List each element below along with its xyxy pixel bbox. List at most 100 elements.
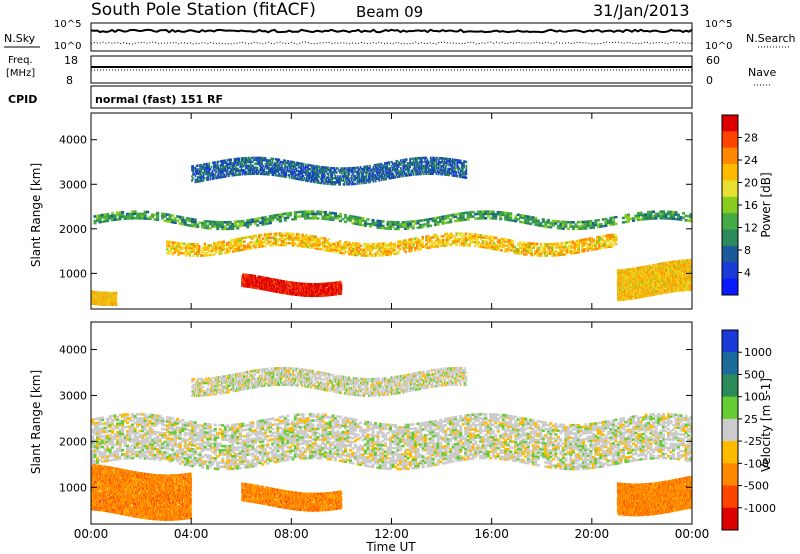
nsearch-label: N.Search: [746, 32, 796, 45]
heatmap-cell: [462, 241, 466, 245]
heatmap-cell: [203, 252, 207, 255]
heatmap-cell: [517, 244, 520, 248]
heatmap-cell: [584, 240, 588, 243]
heatmap-cell: [464, 234, 468, 237]
heatmap-cell: [255, 286, 257, 289]
heatmap-cell: [456, 161, 459, 164]
heatmap-cell: [272, 278, 275, 281]
heatmap-cell: [363, 254, 366, 257]
heatmap-cell: [376, 242, 379, 246]
heatmap-cell: [584, 222, 588, 226]
heatmap-cell: [498, 248, 502, 252]
heatmap-cell: [431, 162, 433, 166]
heatmap-cell: [261, 276, 264, 279]
heatmap-cell: [272, 283, 274, 287]
heatmap-cell: [454, 219, 458, 223]
heatmap-cell: [272, 167, 275, 171]
heatmap-cell: [425, 170, 428, 174]
heatmap-cell: [491, 210, 495, 214]
heatmap-cell: [290, 242, 293, 245]
heatmap-cell: [276, 168, 278, 171]
heatmap-cell: [216, 247, 220, 250]
heatmap-cell: [416, 219, 420, 223]
heatmap-cell: [327, 243, 331, 247]
heatmap-cell: [250, 281, 252, 285]
heatmap-cell: [206, 166, 208, 170]
heatmap-cell: [369, 176, 371, 180]
heatmap-cell: [273, 282, 275, 285]
heatmap-cell: [340, 290, 342, 293]
heatmap-cell: [232, 162, 235, 165]
heatmap-cell: [161, 214, 165, 218]
heatmap-cell: [305, 282, 307, 286]
heatmap-cell: [450, 160, 453, 163]
heatmap-cell: [396, 167, 399, 171]
nave-label: Nave: [748, 66, 776, 79]
heatmap-cell: [246, 223, 250, 227]
heatmap-cell: [335, 249, 338, 252]
heatmap-cell: [316, 284, 319, 288]
heatmap-cell: [569, 246, 573, 250]
heatmap-cell: [323, 182, 325, 185]
heatmap-cell: [289, 160, 292, 164]
heatmap-cell: [224, 167, 227, 170]
heatmap-cell: [301, 243, 304, 246]
heatmap-cell: [442, 234, 445, 238]
heatmap-cell: [506, 214, 510, 217]
heatmap-cell: [271, 157, 274, 161]
heatmap-cell: [297, 177, 300, 181]
heatmap-cell: [348, 181, 351, 184]
heatmap-cell: [240, 169, 243, 172]
heatmap-cell: [305, 173, 308, 176]
heatmap-cell: [286, 232, 289, 235]
heatmap-cell: [280, 236, 284, 239]
heatmap-cell: [251, 170, 254, 174]
heatmap-cell: [314, 241, 317, 244]
heatmap-cell: [390, 176, 393, 180]
heatmap-cell: [522, 241, 526, 245]
heatmap-cell: [564, 225, 568, 228]
heatmap-cell: [449, 160, 452, 163]
heatmap-cell: [592, 240, 595, 244]
heatmap-cell: [590, 246, 594, 250]
heatmap-cell: [370, 244, 374, 248]
heatmap-cell: [195, 164, 198, 168]
heatmap-cell: [568, 241, 571, 244]
heatmap-cell: [611, 218, 615, 222]
heatmap-cell: [398, 175, 401, 178]
heatmap-cell: [671, 215, 676, 218]
heatmap-cell: [282, 238, 286, 241]
heatmap-cell: [484, 212, 488, 216]
heatmap-cell: [275, 290, 277, 293]
heatmap-cell: [275, 284, 278, 288]
heatmap-cell: [307, 290, 309, 294]
heatmap-cell: [579, 220, 583, 224]
heatmap-cell: [517, 252, 520, 255]
heatmap-cell: [328, 282, 330, 285]
heatmap-cell: [217, 168, 220, 171]
heatmap-cell: [206, 220, 210, 223]
heatmap-cell: [605, 234, 609, 237]
heatmap-cell: [312, 176, 315, 180]
heatmap-cell: [574, 225, 578, 228]
heatmap-cell: [420, 160, 423, 164]
heatmap-cell: [320, 290, 322, 294]
heatmap-cell: [344, 246, 348, 250]
heatmap-cell: [216, 227, 220, 231]
heatmap-cell: [437, 160, 440, 164]
heatmap-cell: [199, 179, 201, 183]
heatmap-cell: [432, 158, 434, 162]
heatmap-cell: [607, 236, 610, 239]
heatmap-cell: [217, 172, 220, 175]
heatmap-cell: [320, 282, 323, 286]
heatmap-cell: [405, 168, 408, 171]
heatmap-cell: [324, 168, 327, 171]
heatmap-cell: [410, 240, 413, 243]
heatmap-cell: [295, 236, 299, 240]
heatmap-cell: [459, 212, 463, 215]
heatmap-cell: [311, 214, 315, 218]
heatmap-cell: [481, 212, 485, 216]
heatmap-cell: [225, 161, 228, 164]
heatmap-cell: [336, 181, 339, 184]
heatmap-cell: [337, 249, 340, 252]
